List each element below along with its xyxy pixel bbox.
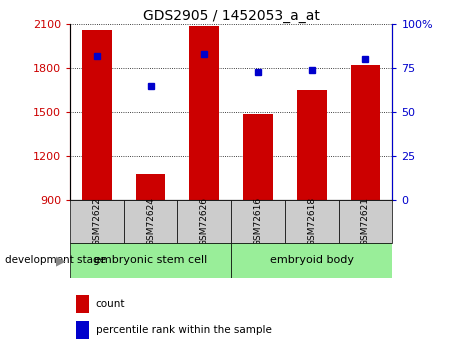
Text: GSM72626: GSM72626	[200, 197, 209, 246]
Text: GSM72622: GSM72622	[92, 197, 101, 246]
Bar	[82, 30, 111, 200]
Bar	[189, 26, 219, 200]
Bar	[297, 90, 327, 200]
Bar	[339, 200, 392, 243]
Bar	[285, 200, 339, 243]
Text: embryonic stem cell: embryonic stem cell	[94, 256, 207, 265]
Bar	[177, 200, 231, 243]
Bar	[124, 200, 177, 243]
Text: GSM72621: GSM72621	[361, 197, 370, 246]
Text: percentile rank within the sample: percentile rank within the sample	[96, 325, 272, 335]
Bar	[351, 65, 380, 200]
Text: ▶: ▶	[56, 254, 65, 267]
Text: development stage: development stage	[5, 256, 106, 265]
Bar	[243, 114, 273, 200]
Text: embryoid body: embryoid body	[270, 256, 354, 265]
Bar	[136, 174, 166, 200]
Text: count: count	[96, 299, 125, 309]
Bar	[70, 200, 124, 243]
Bar	[76, 295, 89, 313]
Text: GSM72624: GSM72624	[146, 197, 155, 246]
Bar	[76, 321, 89, 339]
Bar	[231, 200, 285, 243]
Bar	[70, 243, 231, 278]
Bar	[231, 243, 392, 278]
Text: GSM72616: GSM72616	[253, 197, 262, 246]
Text: GDS2905 / 1452053_a_at: GDS2905 / 1452053_a_at	[143, 9, 320, 23]
Text: GSM72618: GSM72618	[307, 197, 316, 246]
